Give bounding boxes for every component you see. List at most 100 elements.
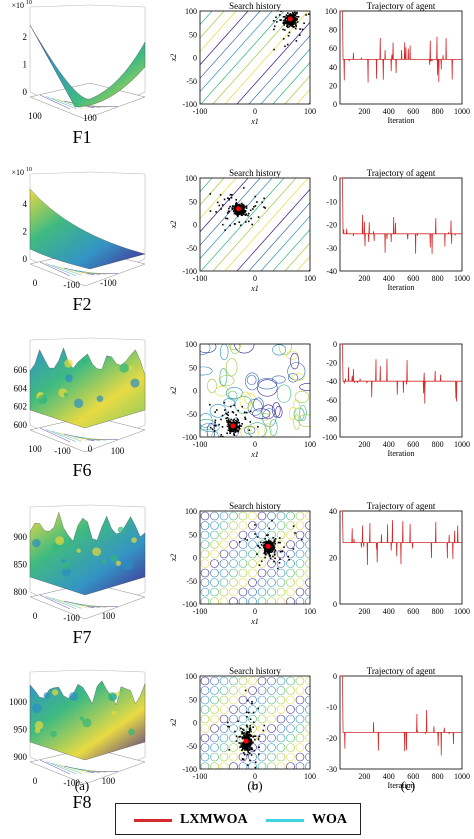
search-point xyxy=(223,401,226,404)
contour-line xyxy=(295,549,305,559)
contour-line xyxy=(248,578,257,587)
search-point xyxy=(233,432,235,435)
surface-bump xyxy=(61,562,70,570)
contour-line xyxy=(295,676,305,686)
contour-line xyxy=(286,705,295,714)
contour-line xyxy=(200,413,213,428)
search-point xyxy=(288,558,290,561)
search-point xyxy=(283,24,285,26)
floor-contour xyxy=(57,432,89,442)
search-point xyxy=(247,744,250,747)
contour-line xyxy=(248,676,257,686)
contour-line xyxy=(229,521,238,530)
function-label: F1 xyxy=(72,127,91,147)
contour-line xyxy=(200,695,210,705)
search-point xyxy=(214,421,216,424)
contour-line xyxy=(229,752,238,762)
contour-line xyxy=(257,743,267,752)
surface-z-tick: 0 xyxy=(23,87,28,97)
contour-line xyxy=(269,419,278,436)
legend-swatch-woa xyxy=(266,818,304,822)
contour-line xyxy=(257,568,267,578)
contour-line xyxy=(291,372,305,381)
search-point xyxy=(233,223,236,225)
contour-line xyxy=(200,714,210,724)
search-point xyxy=(235,735,238,738)
search-point xyxy=(259,546,261,549)
search-point xyxy=(265,541,268,543)
surface-bump xyxy=(32,703,42,713)
contour-line xyxy=(288,407,297,420)
contour-line xyxy=(267,724,276,733)
contour-line xyxy=(219,714,229,724)
surface-z-tick: 800 xyxy=(14,587,28,597)
search-point xyxy=(246,730,249,733)
contour-line xyxy=(257,587,267,597)
contour-line xyxy=(238,714,248,724)
surface-bump xyxy=(130,378,140,388)
contour-line xyxy=(296,255,310,271)
surface-x-tick: -100 xyxy=(63,778,80,788)
search-point xyxy=(292,17,294,19)
floor-contour xyxy=(57,266,89,276)
contour-line xyxy=(286,559,295,568)
search-point xyxy=(241,747,244,749)
surface-z-tick: 604 xyxy=(14,383,28,393)
search-point xyxy=(240,207,242,210)
contour-line xyxy=(210,686,219,695)
contour-line xyxy=(305,549,310,559)
search-point xyxy=(264,543,267,546)
search-point xyxy=(241,732,244,734)
trajectory-y-tick: -30 xyxy=(326,244,337,253)
search-point xyxy=(237,203,240,206)
contour-line xyxy=(267,559,276,568)
search-point xyxy=(237,409,240,412)
contour-line xyxy=(295,559,305,568)
contour-line xyxy=(295,714,305,724)
trajectory-x-label: Iteration xyxy=(387,781,414,790)
contour-line xyxy=(200,549,210,559)
contour-line xyxy=(200,11,225,39)
contour-line xyxy=(305,676,310,686)
search-point xyxy=(253,735,255,737)
contour-line xyxy=(209,403,227,418)
contour-line xyxy=(276,752,286,762)
search-point xyxy=(229,426,232,429)
search-point xyxy=(246,726,249,728)
search-point xyxy=(264,785,266,787)
contour-line xyxy=(210,695,219,705)
search-point xyxy=(242,204,244,206)
search-point xyxy=(262,541,264,544)
floor-contour xyxy=(45,429,77,442)
panel-label-c: (c) xyxy=(401,778,415,793)
search-point xyxy=(245,437,247,439)
surface-z-tick: 1 xyxy=(23,60,28,70)
history-y-tick: 50 xyxy=(189,30,197,39)
contour-line xyxy=(286,752,295,762)
contour-line xyxy=(248,587,257,597)
contour-line xyxy=(238,530,248,540)
search-point xyxy=(246,743,249,746)
contour-line xyxy=(290,352,300,370)
search-point xyxy=(229,420,232,423)
search-point xyxy=(274,538,277,540)
search-point xyxy=(292,525,295,527)
contour-line xyxy=(257,378,278,390)
search-point xyxy=(280,19,282,21)
search-point xyxy=(226,432,228,435)
contour-line xyxy=(200,11,249,66)
contour-line xyxy=(260,215,310,271)
surface-bump xyxy=(34,721,44,730)
search-point xyxy=(209,193,212,195)
search-point xyxy=(291,11,294,14)
trajectory-y-tick: 0 xyxy=(333,600,337,609)
search-point xyxy=(236,425,239,428)
contour-line xyxy=(262,408,277,427)
search-point xyxy=(268,541,271,543)
search-point xyxy=(273,539,276,541)
trajectory-x-tick: 200 xyxy=(358,107,370,116)
search-point xyxy=(227,418,230,420)
